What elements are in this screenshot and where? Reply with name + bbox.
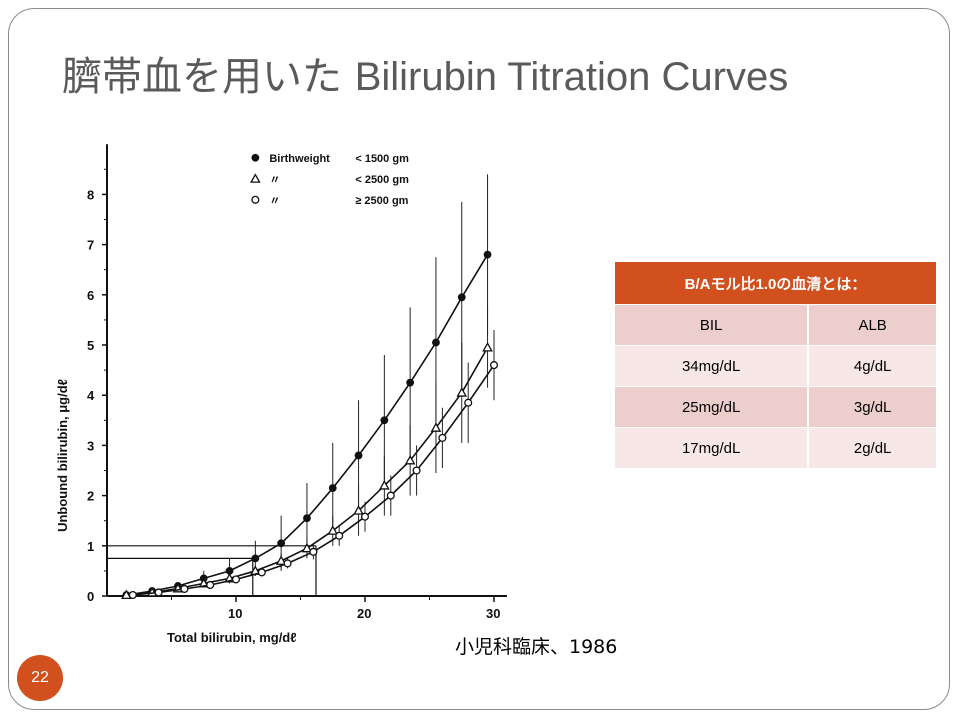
- table-cell: 17mg/dL: [615, 427, 809, 468]
- data-point: [277, 539, 286, 548]
- legend-prefix: Birthweight: [269, 153, 330, 165]
- x-tick-label: 10: [228, 606, 242, 621]
- data-point: [251, 554, 260, 563]
- y-tick-label: 0: [87, 589, 94, 604]
- title-english: Bilirubin Titration Curves: [354, 55, 789, 99]
- legend-prefix: 〃: [269, 174, 280, 186]
- data-point: [432, 338, 440, 347]
- legend-condition: < 1500 gm: [355, 153, 409, 165]
- table-header: B/Aモル比1.0の血清とは：: [615, 262, 936, 305]
- legend-marker: [250, 173, 261, 183]
- data-point: [412, 466, 421, 475]
- data-point: [328, 484, 337, 492]
- data-point: [380, 416, 389, 425]
- data-point: [457, 293, 466, 302]
- slide-title: 臍帯血を用いた Bilirubin Titration Curves: [62, 44, 788, 102]
- data-point: [257, 568, 266, 577]
- data-point: [206, 580, 215, 590]
- source-citation: 小児科臨床、1986: [455, 636, 618, 658]
- data-point: [404, 454, 416, 465]
- data-point: [438, 433, 447, 442]
- data-point: [309, 547, 318, 556]
- y-tick-label: 3: [87, 438, 94, 453]
- column-header-alb: ALB: [807, 304, 936, 346]
- data-point: [154, 588, 163, 597]
- data-point: [456, 387, 468, 397]
- ba-ratio-table: B/Aモル比1.0の血清とは： BIL ALB 34mg/dL 4g/dL 25…: [615, 262, 936, 468]
- data-point: [353, 505, 364, 515]
- data-point: [180, 584, 189, 594]
- data-point: [327, 525, 339, 535]
- legend-condition: < 2500 gm: [355, 174, 409, 186]
- x-tick-label: 30: [486, 606, 500, 621]
- table-row: 25mg/dL 3g/dL: [615, 386, 936, 428]
- table-cell: 4g/dL: [807, 345, 936, 387]
- y-tick-label: 2: [87, 489, 94, 504]
- x-axis-title: Total bilirubin, mg/dℓ: [167, 630, 297, 645]
- data-point: [406, 378, 415, 387]
- data-point: [301, 542, 313, 553]
- table-column-row: BIL ALB: [615, 304, 936, 346]
- data-point: [275, 555, 287, 565]
- data-point: [231, 575, 241, 584]
- title-japanese: 臍帯血を用いた: [62, 54, 342, 100]
- y-tick-label: 5: [87, 338, 94, 353]
- y-tick-label: 4: [87, 388, 95, 403]
- data-point: [386, 491, 395, 500]
- legend-condition: ≥ 2500 gm: [355, 195, 408, 207]
- slide-number: 22: [17, 655, 63, 701]
- data-point: [121, 589, 132, 600]
- legend-marker: [251, 153, 260, 162]
- data-point: [303, 514, 311, 523]
- data-point: [482, 341, 493, 352]
- table-cell: 25mg/dL: [615, 386, 809, 428]
- x-tick-label: 20: [357, 606, 371, 621]
- legend-marker: [251, 195, 260, 204]
- data-point: [430, 422, 442, 432]
- data-point: [128, 590, 137, 600]
- table-cell: 3g/dL: [807, 386, 936, 428]
- titration-chart: 0 1 2 3 4 5 6 7 8 10 20 30 Total bilirubin, mg/dℓ Unb…: [55, 144, 507, 645]
- data-point: [335, 531, 344, 540]
- y-tick-label: 8: [87, 187, 94, 202]
- table-cell: 34mg/dL: [615, 345, 809, 387]
- data-point: [360, 512, 370, 521]
- table-cell: 2g/dL: [807, 427, 936, 468]
- table-row: 34mg/dL 4g/dL: [615, 345, 936, 387]
- y-tick-label: 6: [87, 288, 94, 303]
- y-axis-title: Unbound bilirubin, μg/dℓ: [55, 379, 70, 532]
- y-tick-label: 1: [87, 539, 94, 554]
- table-row: 17mg/dL 2g/dL: [615, 427, 936, 468]
- data-point: [489, 361, 499, 370]
- data-point: [283, 559, 292, 568]
- y-tick-label: 7: [87, 238, 94, 253]
- column-header-bil: BIL: [615, 304, 809, 346]
- series-line-2: [132, 364, 495, 596]
- data-point: [464, 398, 473, 407]
- legend-prefix: 〃: [269, 195, 280, 207]
- data-point: [354, 451, 363, 460]
- data-point: [483, 250, 492, 259]
- data-point: [379, 480, 390, 490]
